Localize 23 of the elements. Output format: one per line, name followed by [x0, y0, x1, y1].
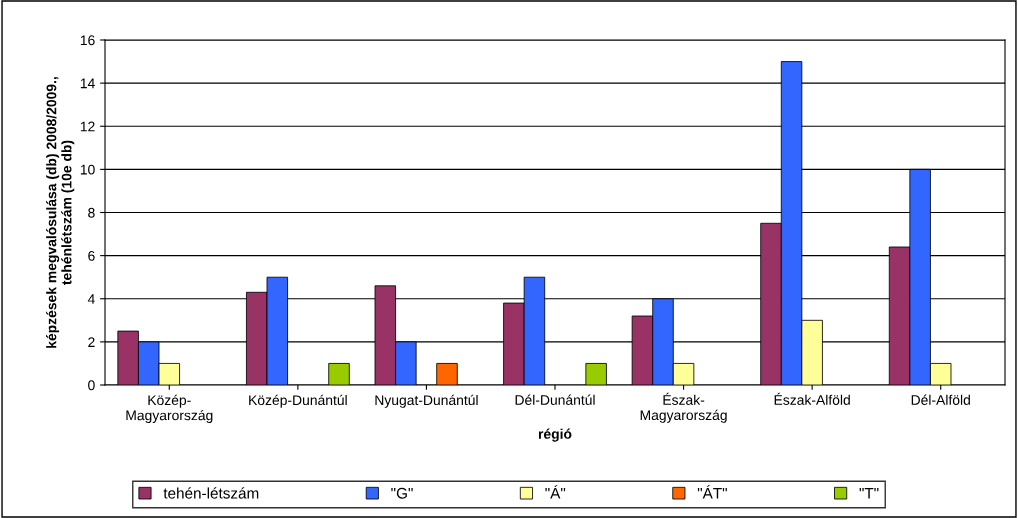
x-tick-label: Dél-Alföld — [911, 394, 970, 405]
y-tick-label: 6 — [88, 250, 95, 261]
legend-label: "ÁT" — [697, 485, 727, 499]
y-tick-label: 16 — [80, 35, 95, 46]
y-tick-label: 0 — [88, 380, 95, 391]
x-tick-label: Közép-Dunántúl — [249, 394, 347, 408]
y-tick-label: 10 — [80, 164, 95, 175]
legend-label: "T" — [859, 487, 879, 499]
x-tick-label: Nyugat-Dunántúl — [375, 394, 478, 408]
legend-label: "G" — [391, 487, 413, 499]
y-axis-title: képzések megvalósulása (db) 2008/2009., tehénlétszám (10e db) — [46, 77, 75, 348]
legend-label: "Á" — [545, 485, 566, 499]
x-axis-title: régió — [538, 428, 572, 442]
y-tick-label: 2 — [88, 337, 95, 347]
x-tick-label: Észak- Magyarország — [640, 392, 727, 423]
legend-label: tehén-létszám — [163, 487, 259, 499]
y-tick-label: 8 — [88, 207, 95, 218]
y-tick-label: 14 — [80, 78, 95, 89]
x-tick-label: Közép- Magyarország — [126, 394, 213, 423]
x-tick-label: Dél-Dunántúl — [515, 394, 595, 405]
y-tick-label: 4 — [87, 294, 95, 304]
y-tick-label: 12 — [80, 121, 95, 132]
x-tick-label: Észak-Alföld — [774, 392, 850, 405]
